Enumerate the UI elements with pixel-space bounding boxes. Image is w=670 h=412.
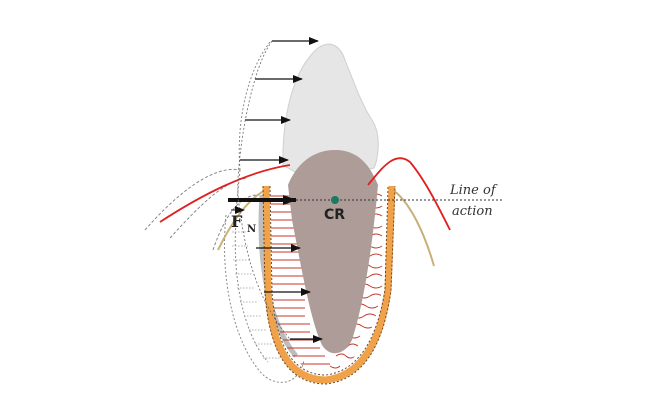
force-label-subscript: N	[247, 224, 256, 235]
force-envelope	[237, 40, 291, 340]
gingiva-line	[159, 157, 451, 231]
force-label: F N	[231, 206, 256, 235]
line-of-action-label-2: action	[452, 204, 493, 219]
alveolar-bone-socket	[262, 185, 396, 384]
ghost-pdl-hatch	[232, 231, 281, 359]
ghost-crown-outline	[235, 41, 271, 211]
center-of-resistance-label: CR	[324, 207, 345, 223]
center-of-resistance-dot	[331, 196, 339, 204]
force-distribution-arrows	[240, 37, 323, 343]
force-label-f: F	[231, 212, 243, 231]
tooth-root	[288, 150, 378, 354]
alveolar-bone-edge-inner	[269, 185, 389, 376]
ghost-tooth-outline	[224, 41, 305, 383]
tooth-crown	[282, 43, 379, 176]
alveolar-bone-edge	[262, 185, 396, 385]
line-of-action-label-1: Line of	[449, 183, 498, 198]
ghost-root-inner	[234, 219, 269, 363]
ghost-root-outline	[224, 214, 305, 383]
